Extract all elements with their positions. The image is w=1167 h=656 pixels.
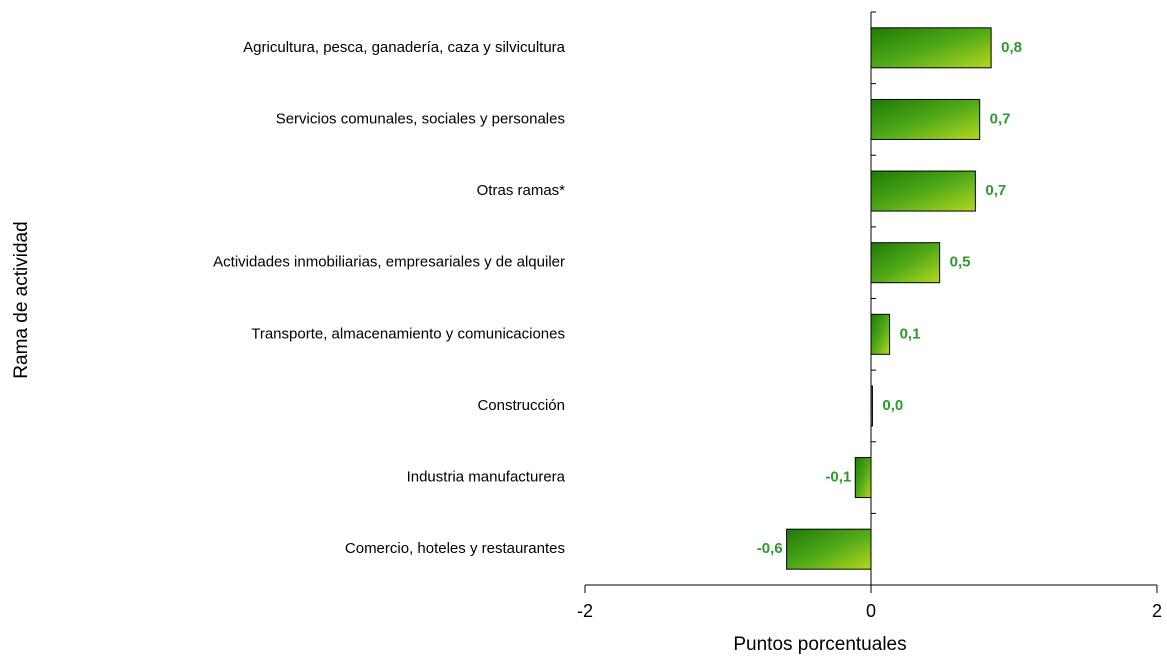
x-tick-label: -2 xyxy=(577,601,593,621)
y-axis-title: Rama de actividad xyxy=(11,221,32,378)
bar xyxy=(870,313,891,355)
bar xyxy=(870,170,976,212)
y-tick-label: Industria manufacturera xyxy=(407,469,566,486)
bar xyxy=(870,242,941,284)
bar xyxy=(870,385,873,427)
x-tick-label: 0 xyxy=(866,601,876,621)
y-tick-label: Agricultura, pesca, ganadería, caza y si… xyxy=(243,39,565,56)
bar xyxy=(870,27,992,69)
value-label: 0,1 xyxy=(900,325,921,342)
y-tick-label: Transporte, almacenamiento y comunicacio… xyxy=(251,325,565,342)
value-label: 0,8 xyxy=(1001,39,1022,56)
value-label: -0,6 xyxy=(757,540,783,557)
y-tick-label: Otras ramas* xyxy=(477,182,566,199)
value-label: 0,5 xyxy=(950,254,971,271)
bar xyxy=(786,528,872,570)
y-tick-label: Servicios comunales, sociales y personal… xyxy=(276,110,565,127)
x-tick-label: 2 xyxy=(1152,601,1162,621)
y-tick-label: Comercio, hoteles y restaurantes xyxy=(345,540,565,557)
bar xyxy=(854,457,872,499)
value-label: 0,7 xyxy=(990,110,1011,127)
bar xyxy=(870,98,981,140)
value-label: 0,7 xyxy=(985,182,1006,199)
value-label: 0,0 xyxy=(882,397,903,414)
x-axis-title: Puntos porcentuales xyxy=(733,634,906,655)
value-label: -0,1 xyxy=(825,469,851,486)
y-tick-label: Construcción xyxy=(477,397,565,414)
y-tick-label: Actividades inmobiliarias, empresariales… xyxy=(213,254,565,271)
